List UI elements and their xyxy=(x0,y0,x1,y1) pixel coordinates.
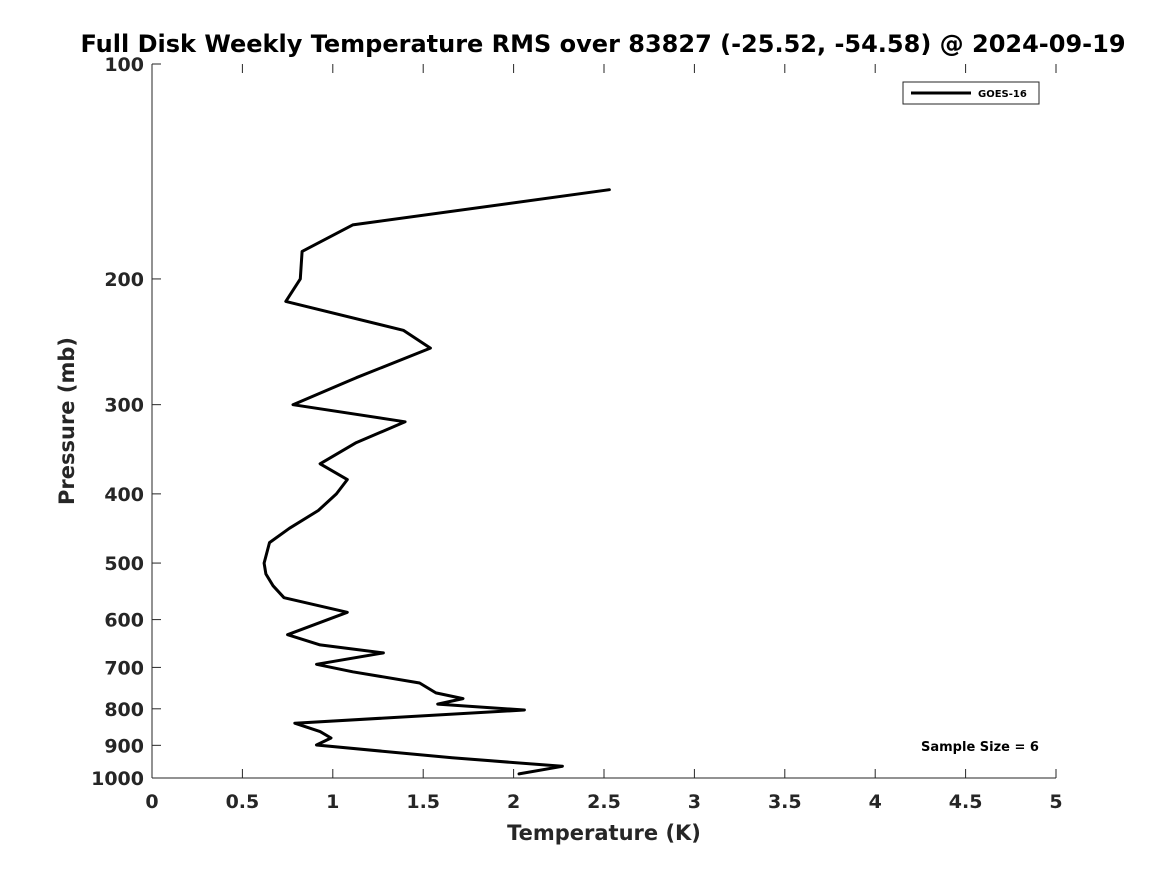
x-tick-label: 3 xyxy=(688,791,701,813)
x-axis-ticks: 0 0.5 1 1.5 2 2.5 3 3.5 4 4.5 5 xyxy=(145,64,1063,813)
y-tick-label: 700 xyxy=(104,657,144,679)
y-tick-label: 1000 xyxy=(91,768,144,790)
x-tick-label: 4.5 xyxy=(949,791,983,813)
x-tick-label: 2.5 xyxy=(587,791,621,813)
x-tick-label: 4 xyxy=(869,791,882,813)
x-tick-label: 0 xyxy=(145,791,158,813)
x-tick-label: 1 xyxy=(326,791,339,813)
series-layer xyxy=(262,188,611,776)
x-tick-label: 2 xyxy=(507,791,520,813)
y-tick-label: 400 xyxy=(104,484,144,506)
legend: GOES-16 xyxy=(902,81,1040,105)
legend-label: GOES-16 xyxy=(978,89,1027,100)
x-tick-label: 3.5 xyxy=(768,791,802,813)
x-tick-label: 0.5 xyxy=(226,791,260,813)
x-axis-label: Temperature (K) xyxy=(507,821,701,845)
y-tick-label: 300 xyxy=(104,395,144,417)
y-tick-label: 600 xyxy=(104,610,144,632)
y-tick-label: 200 xyxy=(104,269,144,291)
y-axis-ticks: 100 200 300 400 500 600 700 800 900 1000 xyxy=(91,54,161,790)
y-axis-label: Pressure (mb) xyxy=(55,337,79,505)
sample-size-annotation: Sample Size = 6 xyxy=(921,740,1039,755)
x-tick-label: 5 xyxy=(1049,791,1062,813)
chart-title: Full Disk Weekly Temperature RMS over 83… xyxy=(80,30,1125,58)
y-tick-label: 500 xyxy=(104,553,144,575)
y-tick-label: 900 xyxy=(104,735,144,757)
y-tick-label: 800 xyxy=(104,699,144,721)
x-tick-label: 1.5 xyxy=(406,791,440,813)
y-tick-label: 100 xyxy=(104,54,144,76)
plot-area xyxy=(152,64,1056,778)
